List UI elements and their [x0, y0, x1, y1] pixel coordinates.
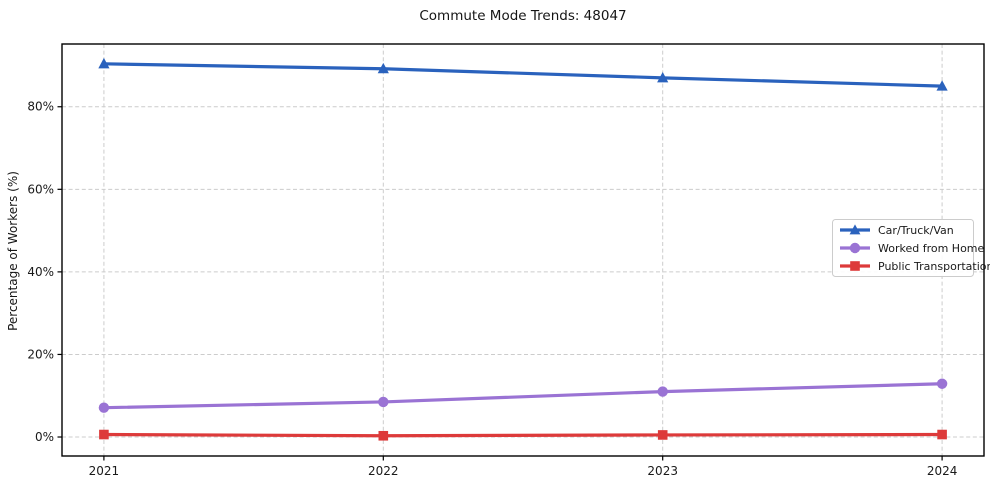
series-line — [102, 432, 944, 438]
legend-circle-marker-icon — [849, 242, 861, 254]
plot-border — [61, 43, 985, 457]
data-point-circle — [657, 386, 668, 397]
y-tick-label: 80% — [27, 100, 54, 114]
legend: Car/Truck/Van Worked from Home Public Tr… — [832, 219, 990, 277]
data-point-circle — [378, 396, 389, 408]
series-line — [102, 382, 944, 410]
data-point-circle — [936, 378, 948, 389]
chart-title: Commute Mode Trends: 48047 — [419, 8, 627, 24]
y-tick-label: 20% — [27, 347, 54, 361]
data-point-triangle — [377, 62, 389, 74]
data-point-square — [378, 430, 389, 441]
data-point-triangle — [936, 80, 948, 91]
legend-square-marker-icon — [850, 261, 860, 271]
legend-label: Worked from Home — [878, 242, 985, 255]
data-point-triangle — [98, 57, 110, 69]
data-point-triangle — [657, 71, 669, 83]
legend-entry: Car/Truck/Van — [840, 224, 954, 237]
data-point-square — [937, 429, 947, 440]
legend-entry: Public Transportation — [840, 260, 990, 273]
x-tick-label: 2023 — [647, 464, 678, 478]
x-tick-label: 2022 — [368, 464, 399, 478]
data-point-circle — [98, 402, 110, 413]
data-point-square — [99, 429, 109, 440]
legend-label: Public Transportation — [878, 260, 990, 273]
data-point-square — [657, 430, 668, 440]
legend-triangle-marker-icon — [849, 224, 861, 235]
y-tick-label: 40% — [27, 265, 54, 279]
series-line — [102, 62, 944, 88]
legend-entry: Worked from Home — [840, 242, 985, 255]
legend-box — [832, 219, 974, 277]
x-tick-label: 2021 — [89, 464, 120, 478]
x-tick-label: 2024 — [927, 464, 958, 478]
y-tick-label: 60% — [27, 182, 54, 196]
y-tick-label: 0% — [35, 430, 54, 444]
legend-label: Car/Truck/Van — [878, 224, 954, 237]
